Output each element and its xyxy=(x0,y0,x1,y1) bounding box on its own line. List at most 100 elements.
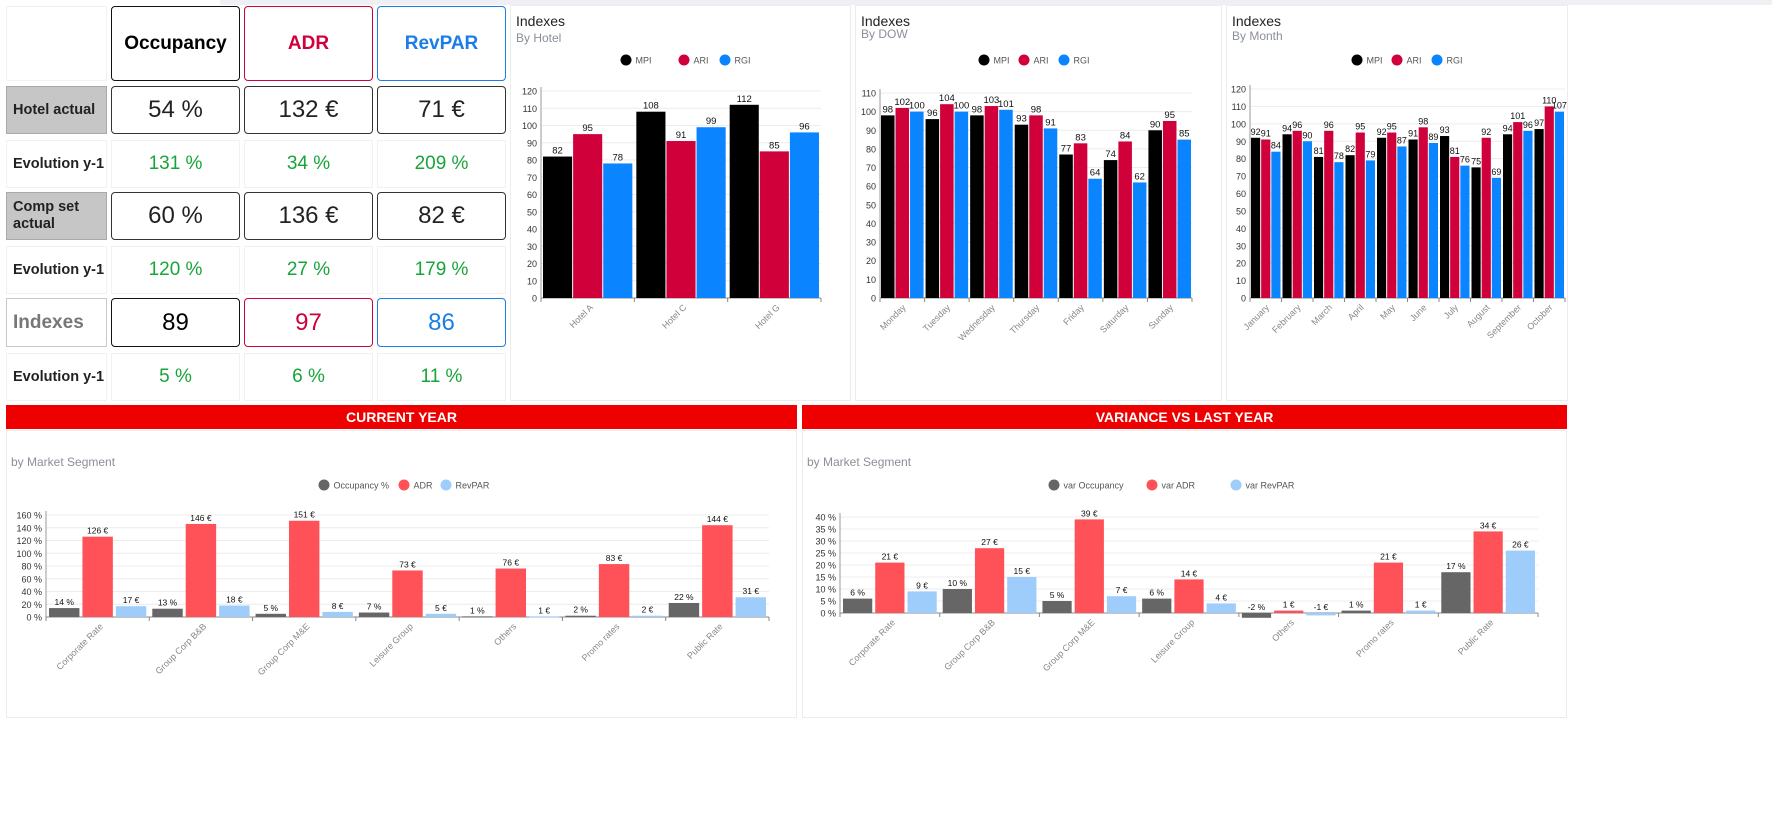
bar-occupancy-public-rate xyxy=(668,602,700,617)
header-occupancy-label: Occupancy xyxy=(124,32,227,54)
value-label-ari-hotel-c: 91 xyxy=(676,130,687,141)
bar-ari-june xyxy=(1418,127,1428,298)
category-label-june: June xyxy=(1408,302,1429,323)
panel-variance-by-segment: by Market Segment 0 % 5 % 10 % 15 % 20 % 25 %… xyxy=(802,430,1567,718)
legend-label-rgi: RGI xyxy=(735,56,751,66)
y-tick-label: 10 xyxy=(1236,276,1246,286)
value-label-ari-february: 96 xyxy=(1292,120,1302,130)
value-label-var-revpar-others: -1 € xyxy=(1314,602,1329,612)
chart-hotel-subtitle: By Hotel xyxy=(516,31,562,45)
kpi-corner xyxy=(6,6,107,81)
value-label-ari-september: 101 xyxy=(1510,111,1525,121)
evolution-2-adr: 27 % xyxy=(244,246,373,294)
value-label-adr-group-corp-m-e: 151 € xyxy=(294,510,316,520)
bar-rgi-july xyxy=(1460,165,1470,298)
value-label-mpi-july: 93 xyxy=(1440,125,1450,135)
legend-marker-var-occupancy xyxy=(1048,479,1060,491)
category-label-hotel-a: Hotel A xyxy=(567,302,595,330)
y-tick-label: 20 xyxy=(527,259,537,269)
indexes-occupancy-value: 89 xyxy=(162,308,189,336)
bar-var-occupancy-public-rate xyxy=(1441,572,1471,613)
value-label-mpi-hotel-g: 112 xyxy=(737,94,752,105)
evolution-2-occupancy-value: 120 % xyxy=(148,259,203,280)
value-label-rgi-hotel-g: 96 xyxy=(799,121,810,132)
comp-set-adr-value: 136 € xyxy=(278,202,339,229)
y-tick-label: 80 % xyxy=(21,562,42,572)
bar-ari-sunday xyxy=(1162,120,1177,298)
bar-ari-friday xyxy=(1073,143,1088,298)
value-label-adr-group-corp-b-b: 146 € xyxy=(190,513,212,523)
y-tick-label: 40 xyxy=(527,225,537,235)
y-tick-label: 10 xyxy=(866,275,876,285)
category-label-leisure-group: Leisure Group xyxy=(368,621,415,668)
hotel-actual-occupancy-value: 54 % xyxy=(148,96,203,123)
category-label-corporate-rate: Corporate Rate xyxy=(54,621,105,672)
evolution-3-occupancy-value: 5 % xyxy=(159,366,192,387)
bar-adr-promo-rates xyxy=(598,564,630,617)
bar-revpar-group-corp-b-b xyxy=(219,605,250,617)
legend-label-var-adr: var ADR xyxy=(1162,481,1196,491)
bar-revpar-public-rate xyxy=(735,597,766,617)
value-label-ari-march: 96 xyxy=(1324,120,1334,130)
legend-label-mpi: MPI xyxy=(994,56,1010,66)
y-tick-label: 80 xyxy=(1236,154,1246,164)
value-label-ari-hotel-a: 95 xyxy=(582,123,593,134)
y-tick-label: 110 xyxy=(862,89,876,99)
bar-rgi-tuesday xyxy=(954,111,969,299)
bar-var-revpar-leisure-group xyxy=(1206,603,1236,613)
y-tick-label: 90 xyxy=(1236,137,1246,147)
bar-mpi-june xyxy=(1408,139,1418,298)
bar-ari-monday xyxy=(895,107,910,298)
value-label-revpar-leisure-group: 5 € xyxy=(435,603,447,613)
value-label-rgi-august: 69 xyxy=(1491,167,1501,177)
bar-rgi-october xyxy=(1554,111,1564,299)
category-label-hotel-g: Hotel G xyxy=(753,302,782,331)
value-label-var-revpar-public-rate: 26 € xyxy=(1512,540,1529,550)
bar-var-revpar-promo-rates xyxy=(1406,610,1436,613)
bar-var-occupancy-leisure-group xyxy=(1142,598,1172,613)
header-occupancy: Occupancy xyxy=(111,6,240,81)
value-label-var-occupancy-others: -2 % xyxy=(1248,602,1266,612)
value-label-revpar-public-rate: 31 € xyxy=(743,586,760,596)
value-label-rgi-hotel-a: 78 xyxy=(612,152,623,163)
y-tick-label: 20 xyxy=(866,256,876,266)
legend-marker-occupancy xyxy=(318,479,330,491)
bar-var-occupancy-promo-rates xyxy=(1341,610,1371,613)
category-label-tuesday: Tuesday xyxy=(921,302,953,334)
bar-revpar-corporate-rate xyxy=(115,606,147,617)
legend-marker-rgi xyxy=(1058,54,1070,66)
y-tick-label: 40 xyxy=(1236,224,1246,234)
bar-adr-group-corp-b-b xyxy=(185,523,217,617)
legend-label-occupancy: Occupancy % xyxy=(334,481,390,491)
value-label-revpar-group-corp-b-b: 18 € xyxy=(226,595,243,605)
bar-var-occupancy-group-corp-b-b xyxy=(942,589,972,613)
bar-ari-hotel-g xyxy=(759,151,789,298)
value-label-adr-others: 76 € xyxy=(503,558,520,568)
bar-rgi-january xyxy=(1271,151,1281,298)
legend-marker-var-adr xyxy=(1146,479,1158,491)
value-label-occupancy-group-corp-b-b: 13 % xyxy=(158,598,178,608)
y-tick-label: 10 % xyxy=(815,585,836,595)
bar-mpi-monday xyxy=(881,115,895,298)
chart-segment-current-subtitle: by Market Segment xyxy=(11,455,116,469)
evolution-3-revpar: 11 % xyxy=(377,353,506,401)
bar-mpi-friday xyxy=(1059,154,1073,298)
y-tick-label: 40 % xyxy=(21,587,42,597)
bar-var-revpar-corporate-rate xyxy=(907,591,937,613)
y-tick-label: 50 xyxy=(1236,206,1246,216)
evolution-2-revpar: 179 % xyxy=(377,246,506,294)
y-tick-label: 110 xyxy=(1232,102,1246,112)
legend-label-mpi: MPI xyxy=(1367,56,1383,66)
value-label-adr-leisure-group: 73 € xyxy=(399,559,416,569)
bar-mpi-may xyxy=(1377,137,1387,298)
y-tick-label: 50 xyxy=(866,200,876,210)
bar-rgi-friday xyxy=(1088,178,1102,298)
bar-mpi-hotel-c xyxy=(636,111,666,298)
value-label-ari-monday: 102 xyxy=(894,97,910,108)
chart-variance-by-segment: 0 % 5 % 10 % 15 % 20 % 25 % 30 % 35 % 40 % 6 % 21 … xyxy=(815,479,1539,673)
value-label-revpar-promo-rates: 2 € xyxy=(642,605,654,615)
value-label-revpar-group-corp-m-e: 8 € xyxy=(332,601,344,611)
bar-mpi-february xyxy=(1282,134,1292,298)
value-label-occupancy-promo-rates: 2 % xyxy=(573,605,588,615)
